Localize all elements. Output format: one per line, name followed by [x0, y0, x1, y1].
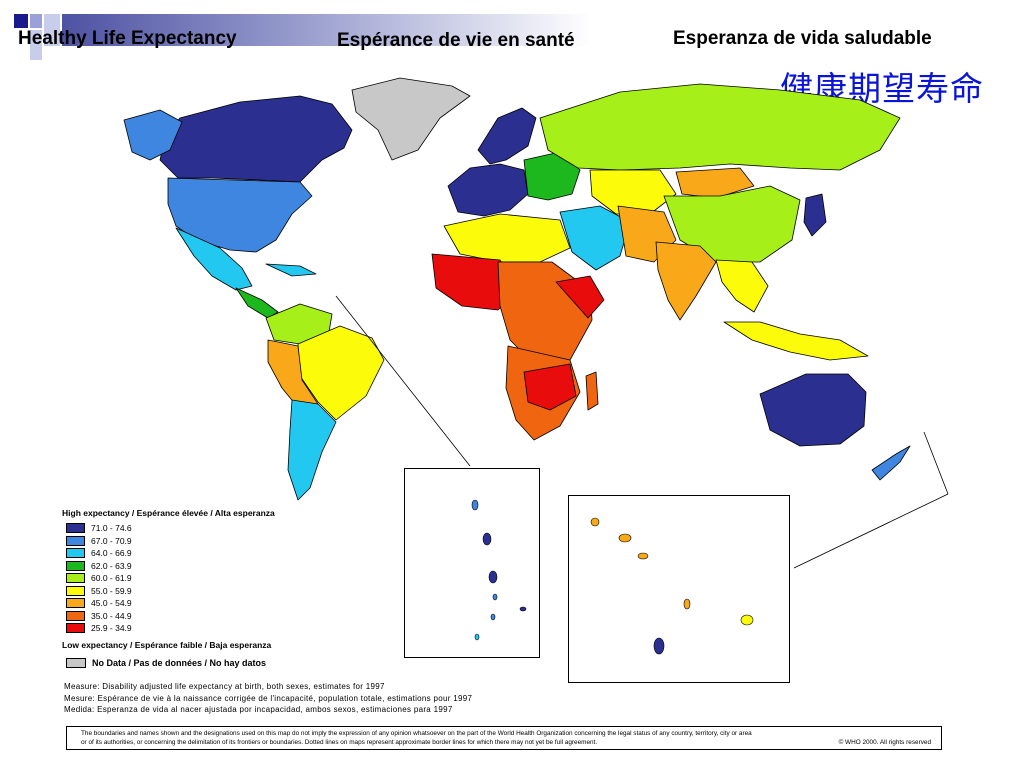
region-central-america [235, 287, 279, 319]
no-data-swatch [66, 657, 86, 668]
region-greenland [351, 77, 471, 161]
region-scandinavia [477, 107, 537, 165]
legend-row: 71.0 - 74.6 [62, 522, 362, 535]
region-indonesia [723, 321, 869, 361]
legend-row: 35.0 - 44.9 [62, 610, 362, 623]
legend-row: 64.0 - 66.9 [62, 547, 362, 560]
region-western-europe [447, 163, 529, 217]
title-spanish: Esperanza de vida saludable [673, 28, 932, 49]
legend-swatch [66, 560, 85, 571]
region-caribbean [265, 263, 317, 277]
region-mongolia [675, 167, 755, 199]
region-south-africa-red [523, 363, 577, 411]
region-japan [803, 193, 827, 237]
region-madagascar [585, 371, 599, 411]
legend-row: 25.9 - 34.9 [62, 622, 362, 635]
legend-swatch [66, 610, 85, 621]
disclaimer-box: The boundaries and names shown and the d… [66, 726, 942, 750]
legend-swatch [66, 573, 85, 584]
title-french: Espérance de vie en santé [337, 30, 575, 51]
region-russia [539, 83, 901, 171]
legend-row: 55.0 - 59.9 [62, 585, 362, 598]
legend-label: 55.0 - 59.9 [91, 585, 132, 596]
region-australia [759, 373, 867, 447]
note-spanish: Medida: Esperanza de vida al nacer ajust… [64, 705, 453, 714]
inset-map-pacific [568, 495, 790, 683]
legend-label: 62.0 - 63.9 [91, 560, 132, 571]
legend-label: 64.0 - 66.9 [91, 548, 132, 559]
legend-header: High expectancy / Espérance élevée / Alt… [62, 508, 275, 518]
region-horn-africa [555, 275, 605, 319]
slide-decoration [14, 14, 76, 64]
legend-swatch [66, 535, 85, 546]
region-alaska [123, 109, 183, 161]
legend-footer: Low expectancy / Espérance faible / Baja… [62, 639, 272, 650]
inset-pacific-islands [590, 517, 754, 655]
legend-row: 62.0 - 63.9 [62, 560, 362, 573]
note-french: Mesure: Espérance de vie à la naissance … [64, 693, 473, 703]
legend-swatch [66, 598, 85, 609]
region-india [655, 241, 717, 321]
legend-label: 67.0 - 70.9 [91, 535, 132, 546]
inset-connector-line [335, 295, 471, 467]
region-southern-cone [287, 399, 337, 501]
legend-label: 71.0 - 74.6 [91, 523, 132, 534]
inset-connector-line [793, 493, 949, 569]
region-usa [167, 177, 313, 253]
title-english: Healthy Life Expectancy [18, 28, 237, 49]
region-mexico [175, 227, 253, 291]
inset-connector-line [923, 431, 949, 495]
legend-classes: 71.0 - 74.6 67.0 - 70.9 64.0 - 66.9 62.0 - … [62, 522, 362, 635]
inset-islands [471, 499, 527, 641]
region-brazil [297, 325, 385, 421]
legend-row: 60.0 - 61.9 [62, 572, 362, 585]
region-canada [159, 95, 353, 183]
disclaimer-line1: The boundaries and names shown and the d… [81, 730, 752, 737]
legend-no-data: No Data / Pas de données / No hay datos [62, 657, 362, 668]
inset-map-caribbean [404, 468, 540, 658]
region-southeast-asia [715, 259, 769, 313]
legend-label: 25.9 - 34.9 [91, 623, 132, 634]
legend-row: 67.0 - 70.9 [62, 535, 362, 548]
map-legend: High expectancy / Espérance élevée / Alt… [62, 508, 362, 668]
measure-notes: Measure: Disability adjusted life expect… [64, 681, 472, 716]
region-middle-east [559, 205, 631, 271]
legend-label: 35.0 - 44.9 [91, 610, 132, 621]
legend-swatch [66, 585, 85, 596]
note-english: Measure: Disability adjusted life expect… [64, 682, 385, 691]
legend-row: 45.0 - 54.9 [62, 597, 362, 610]
copyright: © WHO 2000. All rights reserved [838, 739, 931, 746]
region-new-zealand [871, 445, 911, 481]
disclaimer-line2: or of its authorities, or concerning the… [81, 739, 598, 746]
legend-swatch [66, 623, 85, 634]
region-north-africa [443, 213, 571, 263]
legend-swatch [66, 548, 85, 559]
no-data-label: No Data / Pas de données / No hay datos [92, 657, 267, 668]
title-bar [62, 14, 1024, 46]
legend-label: 60.0 - 61.9 [91, 573, 132, 584]
legend-swatch [66, 523, 85, 534]
legend-label: 45.0 - 54.9 [91, 598, 132, 609]
